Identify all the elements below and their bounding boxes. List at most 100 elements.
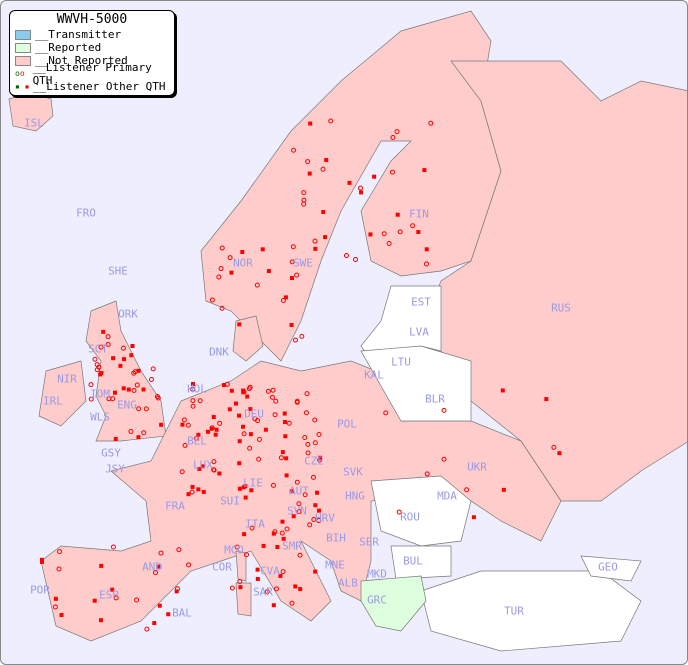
listener-marker <box>286 420 292 426</box>
listener-marker <box>92 356 98 362</box>
listener-marker <box>190 484 195 489</box>
legend-not-reported: __Not Reported <box>10 54 174 67</box>
listener-marker <box>96 364 102 370</box>
listener-marker <box>471 515 476 520</box>
country-label-smr: SMR <box>282 539 302 553</box>
listener-marker <box>282 420 287 425</box>
listener-marker <box>293 584 298 589</box>
listener-marker <box>182 442 188 448</box>
listener-marker <box>110 587 115 592</box>
listener-marker <box>557 451 562 456</box>
listener-marker <box>211 459 217 465</box>
listener-marker <box>272 529 278 535</box>
listener-marker <box>166 612 171 617</box>
listener-marker <box>211 467 217 473</box>
country-label-esp: ESP <box>99 588 119 602</box>
land-bulgaria <box>390 545 452 580</box>
listener-marker <box>153 570 159 576</box>
listener-marker <box>101 329 106 334</box>
listener-marker <box>150 366 156 372</box>
listener-marker <box>134 382 140 388</box>
listener-marker <box>422 168 427 173</box>
country-label-sar: SAR <box>253 585 273 599</box>
country-label-eng: ENG <box>117 398 137 412</box>
listener-marker <box>190 386 196 392</box>
listener-marker <box>247 445 253 451</box>
listener-marker <box>52 604 58 610</box>
listener-marker <box>270 387 276 393</box>
country-label-nir: NIR <box>57 372 77 386</box>
listener-marker <box>280 297 286 303</box>
listener-marker <box>99 563 104 568</box>
country-label-deu: DEU <box>244 407 264 421</box>
listener-marker <box>157 603 162 608</box>
land-sardinia <box>235 582 252 617</box>
listener-marker <box>181 417 187 423</box>
listener-marker <box>134 597 140 603</box>
country-label-hng: HNG <box>345 489 365 503</box>
listener-marker <box>410 223 416 229</box>
listener-marker <box>424 247 429 252</box>
country-label-geo: GEO <box>598 560 618 574</box>
listener-marker <box>255 567 260 572</box>
listener-marker <box>311 516 317 522</box>
listener-marker <box>289 600 295 606</box>
listener-marker <box>237 439 242 444</box>
listener-marker <box>394 129 400 135</box>
listener-marker <box>312 440 318 446</box>
listener-marker <box>282 411 287 416</box>
country-label-grc: GRC <box>367 593 387 607</box>
country-label-she: SHE <box>108 264 128 278</box>
listener-marker <box>233 401 238 406</box>
listener-marker <box>196 487 201 492</box>
listener-marker <box>283 434 288 439</box>
country-label-aut: AUT <box>289 484 309 498</box>
country-label-fin: FIN <box>409 207 429 221</box>
listener-marker <box>242 532 247 537</box>
land-scandinavia <box>200 10 502 362</box>
listener-marker <box>241 485 246 490</box>
listener-marker <box>113 437 118 442</box>
listener-marker <box>441 456 447 462</box>
reported-swatch <box>15 42 31 53</box>
country-label-isl: ISL <box>24 116 44 130</box>
listener-marker <box>280 569 286 575</box>
listener-marker <box>265 388 271 394</box>
listener-marker <box>241 388 246 393</box>
listener-marker <box>141 387 146 392</box>
legend-label: __Transmitter <box>35 28 122 41</box>
land-ireland <box>38 360 87 427</box>
listener-marker <box>176 547 182 553</box>
listener-marker <box>256 436 262 442</box>
country-label-ltu: LTU <box>391 355 411 369</box>
listener-marker <box>144 626 150 632</box>
listener-marker <box>219 305 225 311</box>
listener-marker <box>352 257 358 263</box>
listener-marker <box>263 427 268 432</box>
listener-marker <box>240 249 245 254</box>
country-label-and: AND <box>142 560 162 574</box>
listener-marker <box>254 282 260 288</box>
listener-marker <box>272 412 278 418</box>
listener-marker <box>297 552 303 558</box>
listener-marker <box>316 431 322 437</box>
listener-marker <box>245 394 250 399</box>
listener-marker <box>294 272 300 278</box>
country-label-cze: CZE <box>304 454 324 468</box>
listener-marker <box>218 266 224 272</box>
country-label-cor: COR <box>212 560 232 574</box>
listener-marker <box>227 407 232 412</box>
listener-marker <box>294 399 300 405</box>
listener-marker <box>312 238 318 244</box>
listener-marker <box>291 147 297 153</box>
listener-marker <box>324 157 329 162</box>
country-label-gsy: GSY <box>101 446 121 460</box>
listener-marker <box>299 333 305 339</box>
listener-marker <box>121 386 126 391</box>
listener-marker <box>269 394 275 400</box>
country-label-est: EST <box>411 295 431 309</box>
country-label-sui: SUI <box>220 494 240 508</box>
listener-marker <box>292 337 298 343</box>
listener-marker <box>219 245 225 251</box>
